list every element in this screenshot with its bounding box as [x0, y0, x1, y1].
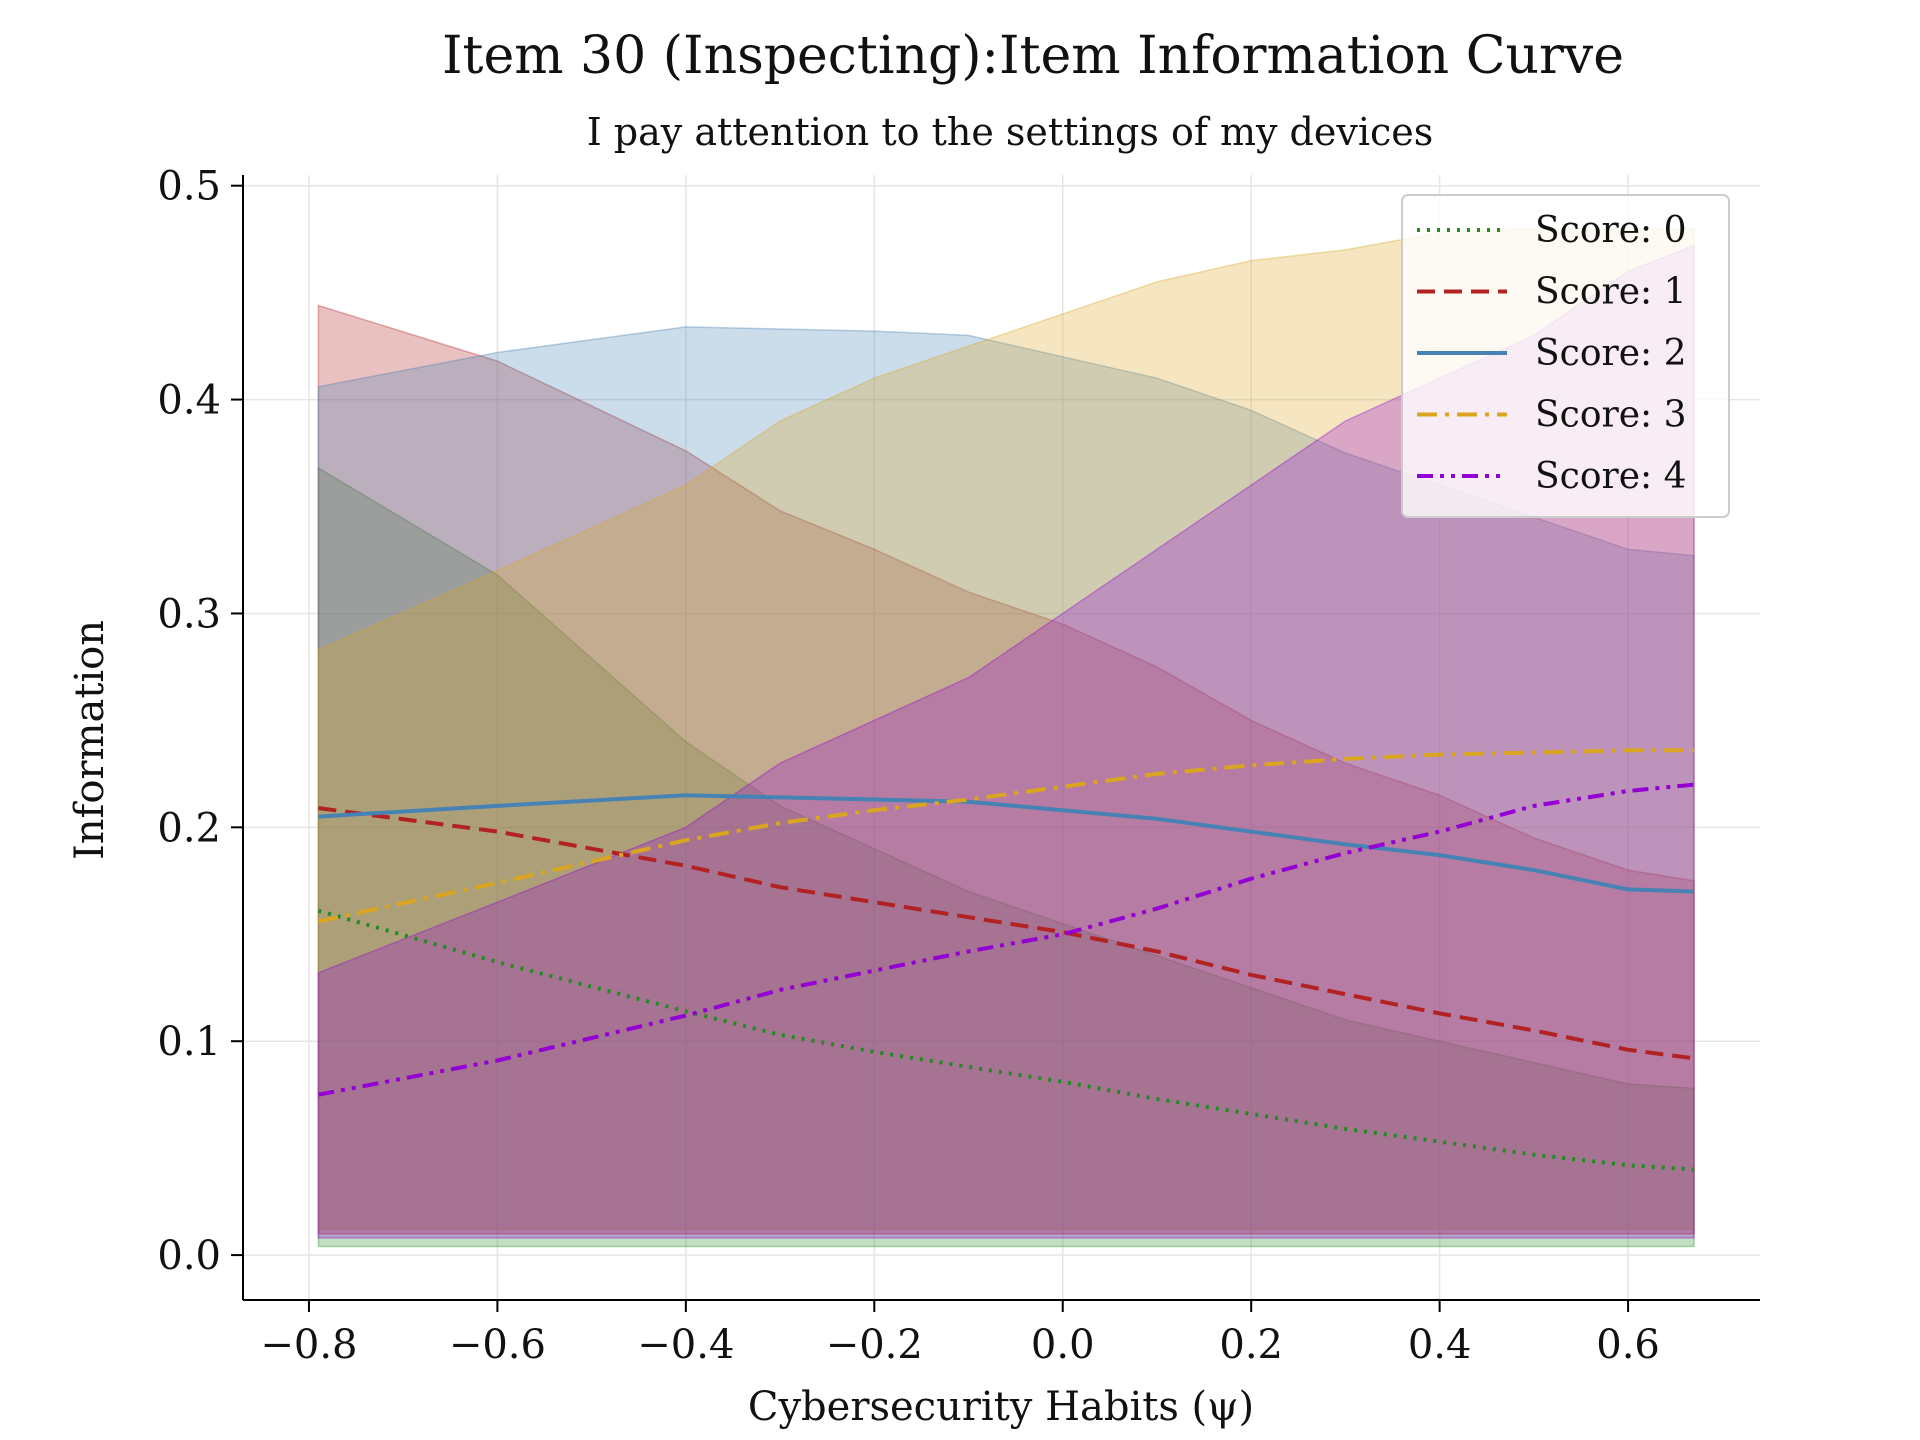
y-tick-label: 0.1: [157, 1019, 221, 1065]
confidence-band-score-4: [317, 244, 1695, 1239]
y-tick-label: 0.4: [157, 378, 221, 424]
legend-label-score-0: Score: 0: [1535, 210, 1687, 251]
confidence-band-score-3: [317, 227, 1695, 1231]
legend-box: [1401, 194, 1730, 518]
x-tick-label: −0.2: [826, 1322, 923, 1368]
y-axis-label: Information: [67, 620, 113, 860]
legend-label-score-1: Score: 1: [1535, 272, 1687, 313]
axes: [242, 175, 1760, 1301]
series-line-score-3: [317, 748, 1694, 924]
x-ticks: −0.8 −0.6 −0.4 −0.2 0.0 0.2 0.4 0.6: [260, 1300, 1660, 1368]
x-tick-label: 0.0: [1031, 1322, 1095, 1368]
y-tick-label: 0.2: [157, 805, 221, 851]
series-line-score-4: [318, 782, 1695, 1097]
legend: Score: 0 Score: 1 Score: 2 Score: 3 Score: 4: [1401, 194, 1730, 518]
y-tick-label: 0.5: [157, 164, 221, 210]
legend-label-score-2: Score: 2: [1535, 333, 1687, 374]
series-line-score-1: [318, 806, 1695, 1061]
confidence-band-score-1: [317, 304, 1695, 1235]
legend-label-score-4: Score: 4: [1535, 456, 1687, 497]
y-tick-label: 0.3: [157, 591, 221, 637]
y-ticks: 0.0 0.1 0.2 0.3 0.4 0.5: [157, 164, 243, 1279]
x-tick-label: 0.6: [1596, 1322, 1660, 1368]
x-tick-label: −0.4: [637, 1322, 734, 1368]
bands: [317, 227, 1695, 1248]
chart-subtitle: I pay attention to the settings of my de…: [587, 110, 1434, 154]
chart-title: Item 30 (Inspecting):Item Information Cu…: [442, 26, 1624, 86]
legend-label-score-3: Score: 3: [1535, 395, 1687, 436]
x-tick-label: −0.8: [260, 1322, 357, 1368]
x-tick-label: 0.4: [1408, 1322, 1472, 1368]
lines: [317, 748, 1695, 1172]
x-tick-label: 0.2: [1219, 1322, 1283, 1368]
x-tick-label: −0.6: [449, 1322, 546, 1368]
x-axis-label: Cybersecurity Habits (ψ): [748, 1384, 1254, 1430]
series-line-score-0: [317, 908, 1695, 1172]
series-line-score-2: [318, 793, 1695, 894]
y-tick-label: 0.0: [157, 1233, 221, 1279]
confidence-band-score-2: [317, 326, 1695, 1231]
confidence-band-score-0: [317, 466, 1695, 1248]
